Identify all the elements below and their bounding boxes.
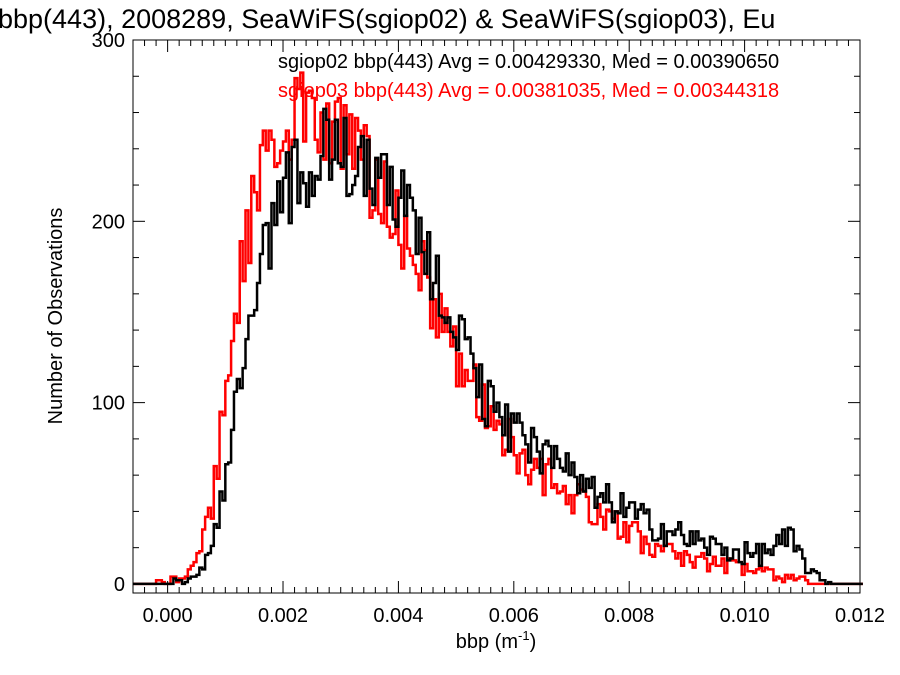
plot-area: 0.000 0.002 0.004 0.006 0.008 0.010 0.012 0 100 2…: [92, 30, 885, 627]
x-tick-label: 0.004: [373, 605, 423, 627]
x-tick-label: 0.000: [143, 605, 193, 627]
tick-layer: 0.000 0.002 0.004 0.006 0.008 0.010 0.012 0 100 2…: [92, 30, 885, 627]
plot-frame: [132, 39, 861, 594]
x-tick-label: 0.006: [489, 605, 539, 627]
series-line-sgiop03: [133, 71, 863, 586]
y-tick-label: 300: [92, 30, 125, 52]
x-tick-label: 0.002: [258, 605, 308, 627]
y-tick-label: 100: [92, 393, 125, 415]
legend: sgiop02 bbp(443) Avg = 0.00429330, Med =…: [278, 51, 779, 102]
x-axis-label-superscript: -1: [518, 628, 530, 643]
x-tick-label: 0.010: [720, 605, 770, 627]
legend-entry-sgiop02: sgiop02 bbp(443) Avg = 0.00429330, Med =…: [278, 51, 779, 73]
x-axis-label-main: bbp (m: [456, 631, 518, 653]
series-line-sgiop02: [133, 107, 863, 586]
x-axis-label: bbp (m-1): [456, 628, 536, 653]
legend-entry-sgiop03: sgiop03 bbp(443) Avg = 0.00381035, Med =…: [278, 80, 779, 102]
y-axis-label: Number of Observations: [45, 208, 67, 425]
chart-title: bbp(443), 2008289, SeaWiFS(sgiop02) & Se…: [0, 4, 775, 34]
x-axis-label-close: ): [530, 631, 537, 653]
y-tick-label: 200: [92, 211, 125, 233]
y-tick-label: 0: [114, 574, 125, 596]
x-tick-label: 0.012: [835, 605, 885, 627]
series-layer: [133, 71, 863, 586]
x-tick-label: 0.008: [604, 605, 654, 627]
